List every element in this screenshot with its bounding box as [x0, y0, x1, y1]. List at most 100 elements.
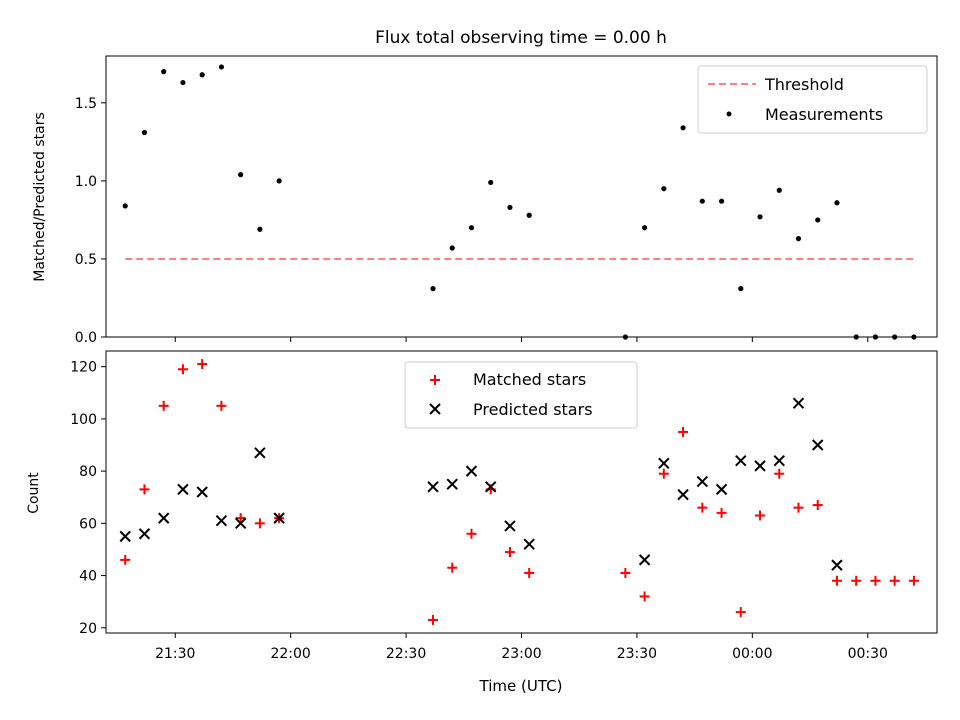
measurements-point [449, 245, 455, 251]
predicted-legend-swatch [429, 403, 441, 415]
predicted-stars-point [465, 465, 478, 477]
matched-stars-point [697, 502, 708, 513]
threshold-legend-label: Threshold [764, 75, 844, 94]
predicted-legend-label: Predicted stars [473, 400, 593, 419]
measurements-legend-swatch [726, 111, 732, 117]
matched-stars-point [447, 562, 458, 573]
matched-stars-point [620, 567, 631, 578]
predicted-stars-point [504, 520, 516, 532]
measurements-point [276, 178, 282, 184]
matched-stars-point [831, 575, 842, 586]
measurements-point [161, 69, 167, 75]
matched-stars-point [524, 567, 535, 578]
bottom-y-tick-label: 60 [79, 516, 97, 532]
predicted-stars-point [196, 486, 208, 498]
matched-stars-point [466, 528, 477, 539]
predicted-stars-point [254, 447, 266, 459]
matched-stars-point [774, 468, 785, 479]
top-y-tick-label: 0.0 [75, 330, 97, 346]
predicted-stars-point [677, 488, 689, 501]
measurements-point [430, 286, 436, 292]
bottom-y-tick-label: 120 [70, 360, 97, 376]
measurements-legend-label: Measurements [765, 105, 883, 124]
bottom-x-tick-label: 00:30 [848, 646, 888, 662]
bottom-x-axis-label: Time (UTC) [479, 677, 563, 695]
measurements-point [815, 217, 821, 223]
top-y-tick-label: 1.5 [75, 96, 97, 112]
predicted-stars-point [273, 512, 285, 524]
top-series-layer [122, 64, 917, 340]
bottom-legend-box [404, 361, 638, 429]
predicted-stars-point [177, 483, 189, 496]
measurements-point [507, 204, 513, 211]
top-y-tick-label: 0.5 [75, 252, 97, 268]
bottom-x-tick-label: 22:30 [386, 646, 426, 662]
bottom-y-tick-label: 100 [70, 412, 97, 428]
matched-legend-swatch [430, 375, 440, 385]
measurements-point [776, 187, 782, 193]
matched-stars-point [908, 575, 919, 586]
matched-stars-point [658, 468, 669, 479]
bottom-x-tick-label: 00:00 [732, 646, 772, 662]
matched-stars-point [870, 575, 881, 586]
matched-stars-point [428, 614, 439, 625]
predicted-stars-point [638, 554, 651, 566]
measurements-point [718, 198, 725, 204]
top-legend: Threshold Measurements [697, 65, 928, 134]
predicted-stars-point [234, 517, 247, 530]
predicted-stars-point [138, 528, 151, 540]
matched-stars-point [716, 507, 727, 518]
bottom-y-tick-label: 20 [79, 621, 97, 637]
bottom-tick-layer: 20 40 60 80 100 120 21:30 22:00 22:30 23:00 23:30 0… [70, 360, 888, 662]
predicted-stars-point [158, 512, 170, 524]
measurements-point [257, 226, 263, 232]
measurements-point [661, 186, 667, 192]
predicted-stars-point [831, 559, 843, 571]
matched-stars-point [851, 575, 862, 586]
bottom-y-tick-label: 80 [79, 464, 97, 480]
measurements-point [757, 214, 763, 220]
top-chart: Flux total observing time = 0.00 h Match… [32, 28, 938, 346]
bottom-y-axis-label: Count [26, 472, 42, 514]
measurements-point [738, 286, 744, 292]
matched-stars-point [735, 607, 746, 618]
matched-stars-point [139, 484, 150, 495]
matched-stars-point [177, 364, 188, 375]
predicted-stars-point [427, 481, 439, 493]
top-legend-box [697, 65, 928, 134]
measurements-point [141, 129, 148, 136]
bottom-y-tick-label: 40 [79, 569, 97, 585]
predicted-stars-point [215, 515, 228, 527]
predicted-stars-point [792, 397, 805, 409]
bottom-x-tick-label: 21:30 [155, 646, 195, 662]
measurements-point [680, 125, 686, 131]
top-plot-frame [105, 55, 938, 338]
predicted-stars-point [119, 530, 131, 543]
predicted-stars-point [715, 483, 728, 496]
matched-stars-point [639, 591, 650, 602]
bottom-chart: Count Time (UTC) 20 40 60 80 100 120 21:30 22:0… [26, 350, 938, 695]
bottom-x-tick-label: 23:30 [617, 646, 657, 662]
measurements-point [122, 203, 128, 209]
matched-stars-point [158, 400, 169, 411]
matched-stars-point [197, 359, 208, 370]
predicted-stars-point [658, 457, 670, 469]
predicted-stars-point [446, 478, 458, 490]
matched-stars-point [216, 400, 227, 411]
top-y-axis-label: Matched/Predicted stars [32, 112, 48, 282]
matched-stars-point [254, 518, 265, 529]
matched-legend-label: Matched stars [473, 370, 586, 389]
bottom-series-layer [119, 359, 919, 625]
matched-stars-point [235, 513, 246, 524]
predicted-stars-point [754, 460, 766, 472]
predicted-stars-point [812, 439, 824, 451]
matched-stars-point [812, 500, 823, 511]
predicted-stars-point [485, 481, 497, 493]
bottom-plot-frame [105, 350, 938, 634]
measurements-point [488, 179, 494, 186]
measurements-point [218, 64, 225, 70]
matched-stars-point [793, 502, 804, 513]
predicted-stars-point [696, 475, 709, 488]
predicted-stars-point [735, 454, 747, 467]
